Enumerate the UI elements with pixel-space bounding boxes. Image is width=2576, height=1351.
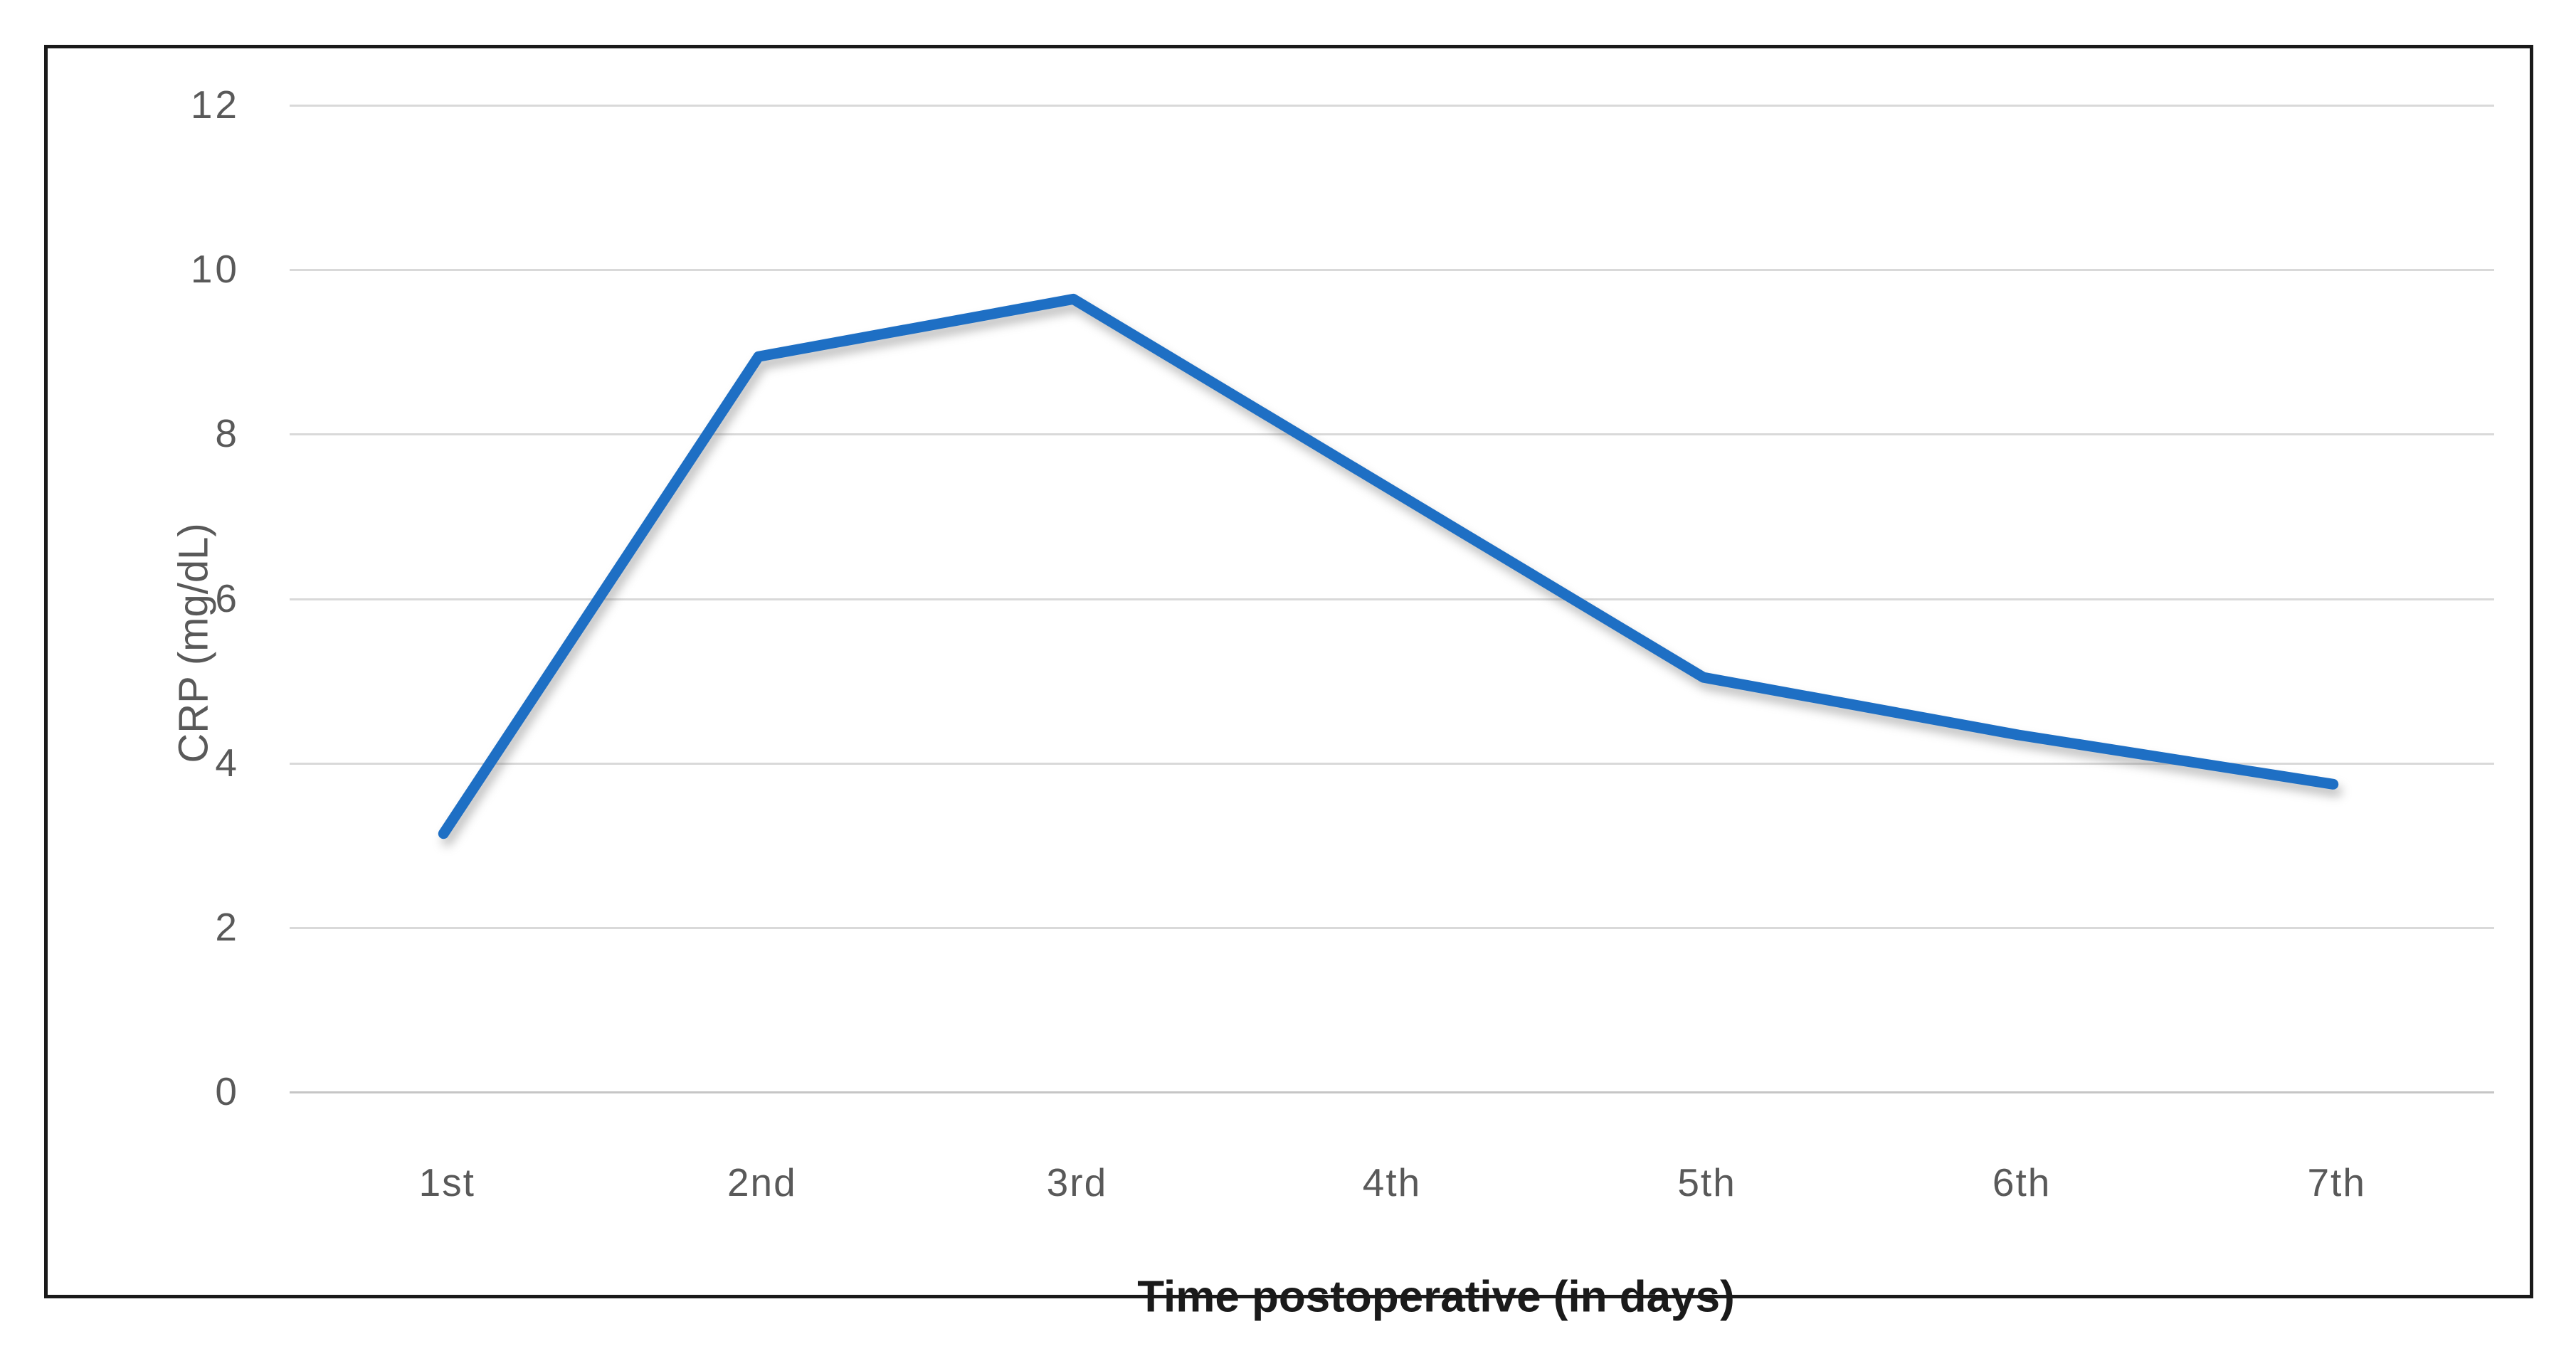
x-tick-label: 4th [1362,1160,1422,1204]
y-tick-label: 10 [190,247,240,292]
x-axis-line [290,1091,2494,1093]
x-axis-title: Time postoperative (in days) [1137,1272,1735,1322]
h-gridline [290,762,2494,765]
y-tick-label: 4 [215,740,240,785]
y-tick-label: 12 [190,83,240,127]
y-tick-label: 0 [215,1069,240,1113]
x-tick-label: 1st [418,1160,475,1204]
y-axis-title: CRP (mg/dL) [170,523,217,763]
x-tick-label: 3rd [1046,1160,1108,1204]
x-tick-label: 2nd [727,1160,797,1204]
h-gridline [290,269,2494,272]
y-tick-label: 6 [215,576,240,620]
h-gridline [290,926,2494,929]
x-tick-label: 5th [1677,1160,1736,1204]
y-tick-label: 8 [215,411,240,456]
y-tick-label: 2 [215,904,240,949]
h-gridline [290,598,2494,600]
x-tick-label: 6th [1992,1160,2052,1204]
x-tick-label: 7th [2307,1160,2366,1204]
chart-frame: CRP (mg/dL) Time postoperative (in days)… [44,45,2533,1322]
h-gridline [290,105,2494,107]
h-gridline [290,433,2494,436]
